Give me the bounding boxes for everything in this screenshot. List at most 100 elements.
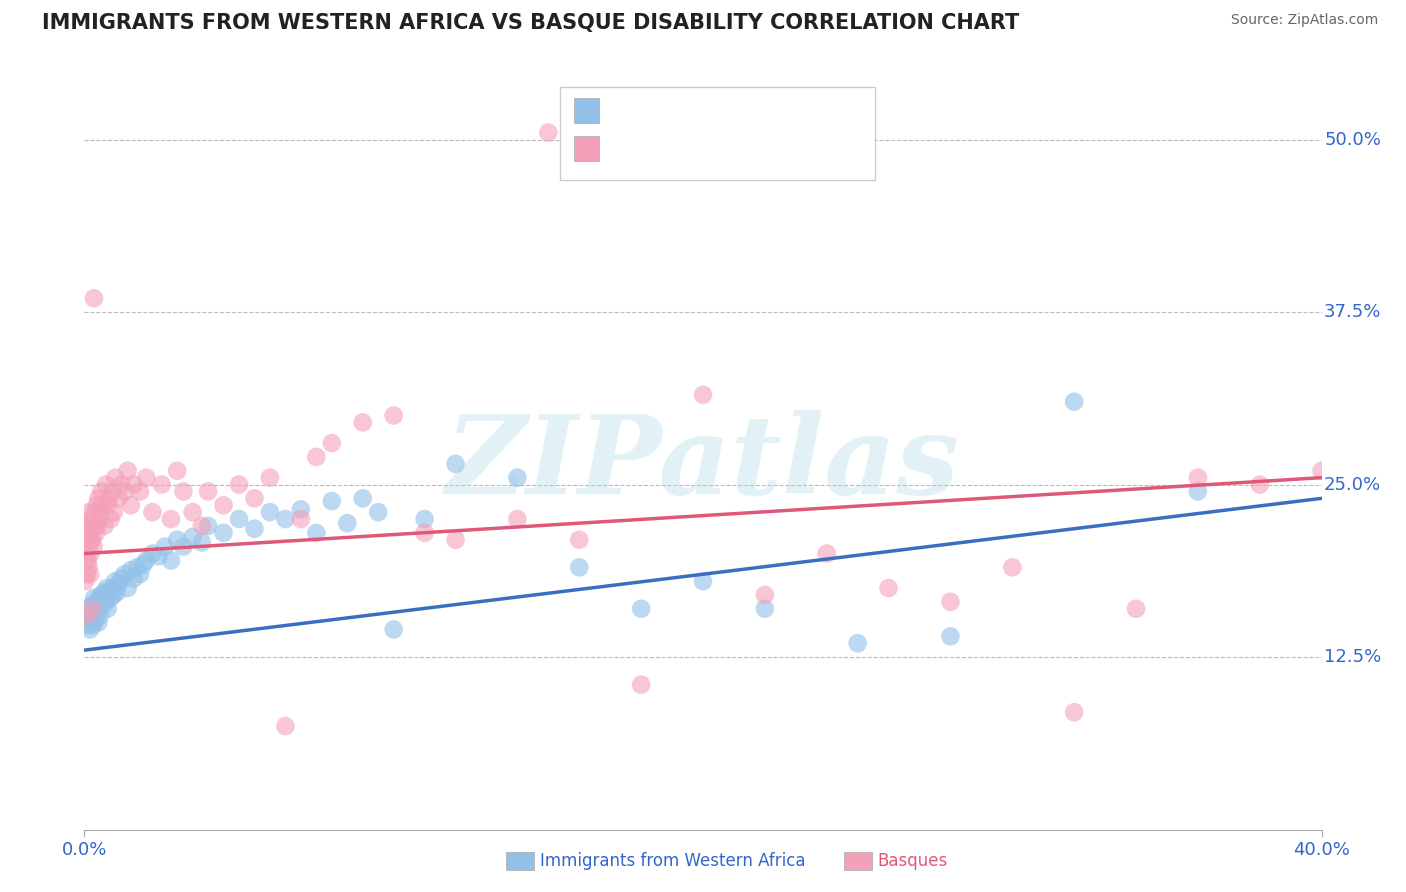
Point bbox=[1063, 705, 1085, 719]
Point bbox=[305, 450, 328, 464]
Point bbox=[76, 519, 98, 533]
Point bbox=[110, 571, 132, 585]
Point bbox=[444, 533, 467, 547]
Point bbox=[172, 540, 194, 554]
Point bbox=[939, 595, 962, 609]
Point bbox=[877, 581, 900, 595]
Point bbox=[76, 601, 98, 615]
Point bbox=[114, 484, 136, 499]
Point bbox=[568, 560, 591, 574]
Point bbox=[228, 477, 250, 491]
Point bbox=[79, 567, 101, 582]
Point bbox=[80, 608, 103, 623]
Point bbox=[96, 581, 118, 595]
Point bbox=[191, 519, 214, 533]
Point bbox=[120, 498, 142, 512]
Point bbox=[77, 505, 100, 519]
Point bbox=[103, 588, 125, 602]
Point bbox=[630, 678, 652, 692]
Point bbox=[79, 519, 101, 533]
Point bbox=[336, 516, 359, 531]
Point bbox=[82, 618, 104, 632]
Text: 37.5%: 37.5% bbox=[1324, 303, 1382, 321]
Text: R = 0.473   N = 74: R = 0.473 N = 74 bbox=[609, 101, 794, 120]
Point bbox=[148, 549, 170, 564]
Point bbox=[76, 553, 98, 567]
Point bbox=[122, 477, 145, 491]
Point bbox=[83, 608, 105, 623]
Point bbox=[86, 498, 108, 512]
Point bbox=[846, 636, 869, 650]
Point bbox=[104, 470, 127, 484]
Point bbox=[160, 512, 183, 526]
Text: 50.0%: 50.0% bbox=[1324, 130, 1381, 149]
Point bbox=[103, 505, 125, 519]
Point bbox=[87, 491, 110, 506]
Point bbox=[141, 547, 163, 561]
Point bbox=[117, 464, 139, 478]
Point bbox=[114, 567, 136, 582]
Point bbox=[82, 533, 104, 547]
Point bbox=[120, 563, 142, 577]
Point bbox=[86, 519, 108, 533]
Point bbox=[83, 505, 105, 519]
Point bbox=[1063, 394, 1085, 409]
Point bbox=[82, 519, 104, 533]
Point bbox=[89, 512, 111, 526]
Point bbox=[153, 540, 176, 554]
Point bbox=[1001, 560, 1024, 574]
Point bbox=[89, 505, 111, 519]
Text: Basques: Basques bbox=[877, 852, 948, 870]
Point bbox=[1187, 470, 1209, 484]
Point bbox=[105, 585, 128, 599]
Point bbox=[86, 599, 108, 613]
Point bbox=[135, 470, 157, 484]
Point bbox=[100, 591, 122, 605]
Point bbox=[259, 505, 281, 519]
Point bbox=[94, 595, 117, 609]
Point bbox=[413, 525, 436, 540]
Point bbox=[79, 623, 101, 637]
Point bbox=[1310, 464, 1333, 478]
Point bbox=[76, 533, 98, 547]
Point bbox=[84, 613, 107, 627]
Point bbox=[91, 599, 114, 613]
Point bbox=[228, 512, 250, 526]
Point bbox=[274, 719, 297, 733]
Point bbox=[76, 618, 98, 632]
Point bbox=[166, 464, 188, 478]
Point bbox=[166, 533, 188, 547]
Point bbox=[1187, 484, 1209, 499]
Point bbox=[259, 470, 281, 484]
Point bbox=[101, 484, 124, 499]
Point bbox=[89, 591, 111, 605]
Point bbox=[754, 601, 776, 615]
Point bbox=[692, 574, 714, 589]
Point bbox=[321, 436, 343, 450]
Point bbox=[413, 512, 436, 526]
Point bbox=[212, 498, 235, 512]
Point bbox=[80, 512, 103, 526]
Point bbox=[84, 519, 107, 533]
Point bbox=[91, 498, 114, 512]
Point bbox=[77, 540, 100, 554]
Point bbox=[367, 505, 389, 519]
Point bbox=[107, 577, 129, 591]
Point bbox=[90, 484, 112, 499]
Text: R = 0.205   N = 83: R = 0.205 N = 83 bbox=[609, 138, 794, 158]
Point bbox=[191, 535, 214, 549]
Point bbox=[76, 567, 98, 582]
Point bbox=[1125, 601, 1147, 615]
Text: Immigrants from Western Africa: Immigrants from Western Africa bbox=[540, 852, 806, 870]
Point bbox=[98, 585, 121, 599]
Point bbox=[86, 605, 108, 619]
Point bbox=[150, 477, 173, 491]
Point bbox=[692, 388, 714, 402]
Point bbox=[75, 608, 97, 623]
Point bbox=[75, 553, 97, 567]
Point bbox=[82, 601, 104, 615]
Point bbox=[89, 608, 111, 623]
Point bbox=[93, 585, 115, 599]
Point bbox=[243, 522, 266, 536]
Point bbox=[197, 484, 219, 499]
